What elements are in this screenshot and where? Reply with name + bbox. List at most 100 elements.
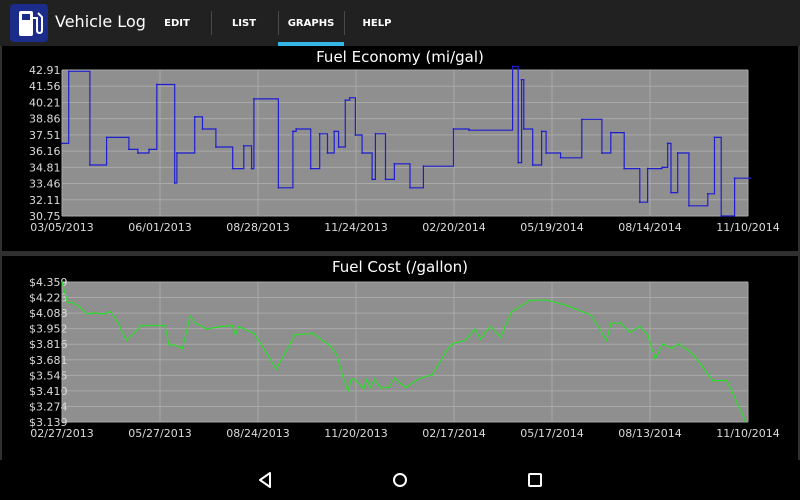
data-point bbox=[638, 325, 641, 328]
data-point bbox=[646, 167, 649, 170]
fuel-pump-icon[interactable] bbox=[10, 4, 48, 42]
data-point bbox=[374, 132, 377, 135]
data-point bbox=[590, 314, 593, 317]
data-point bbox=[720, 215, 723, 217]
data-point bbox=[676, 152, 679, 154]
data-point bbox=[677, 342, 680, 345]
data-point bbox=[66, 301, 69, 304]
app-title: Vehicle Log bbox=[55, 12, 146, 31]
y-tick-label: 37.51 bbox=[29, 129, 61, 142]
data-point bbox=[168, 344, 171, 346]
x-tick-label: 05/19/2014 bbox=[520, 221, 583, 234]
data-point bbox=[344, 99, 347, 102]
data-point bbox=[628, 331, 631, 334]
data-point bbox=[67, 70, 70, 73]
data-point bbox=[237, 325, 240, 328]
data-point bbox=[71, 301, 73, 304]
data-point bbox=[393, 162, 396, 165]
data-point bbox=[189, 315, 192, 318]
data-point bbox=[489, 325, 492, 328]
data-point bbox=[347, 390, 350, 392]
data-point bbox=[275, 368, 278, 370]
x-tick-label: 08/24/2013 bbox=[226, 427, 289, 440]
data-point bbox=[691, 353, 694, 356]
x-tick-label: 08/13/2014 bbox=[618, 427, 681, 440]
data-point bbox=[341, 375, 344, 377]
data-point bbox=[686, 348, 689, 351]
data-point bbox=[336, 354, 338, 357]
data-point bbox=[448, 345, 451, 348]
data-point bbox=[559, 156, 562, 159]
data-point bbox=[384, 178, 387, 181]
data-point bbox=[61, 280, 63, 283]
data-point bbox=[181, 347, 184, 350]
plot-area bbox=[62, 282, 748, 422]
data-point bbox=[109, 310, 112, 313]
data-point bbox=[638, 201, 641, 204]
y-tick-label: $3.545 bbox=[29, 369, 68, 382]
data-point bbox=[733, 177, 736, 180]
x-tick-label: 11/24/2013 bbox=[324, 221, 387, 234]
data-point bbox=[661, 166, 664, 169]
data-point bbox=[700, 364, 703, 367]
y-tick-label: $4.359 bbox=[29, 276, 68, 289]
data-point bbox=[479, 338, 482, 341]
action-bar: Vehicle Log EDIT LIST GRAPHS HELP bbox=[0, 0, 800, 46]
data-point bbox=[252, 98, 255, 100]
data-point bbox=[662, 342, 664, 345]
x-tick-label: 08/28/2013 bbox=[226, 221, 289, 234]
data-point bbox=[379, 386, 382, 389]
data-point bbox=[86, 313, 89, 315]
data-point bbox=[373, 378, 376, 381]
fuel-cost-panel: Fuel Cost (/gallon) $3.139 $3.274 $3.410 $3.… bbox=[2, 256, 798, 460]
data-point bbox=[744, 420, 747, 423]
data-point bbox=[311, 332, 314, 335]
fuel-cost-chart: Fuel Cost (/gallon) $3.139 $3.274 $3.410 $3.… bbox=[29, 258, 780, 440]
tab-graphs[interactable]: GRAPHS bbox=[278, 0, 344, 46]
tab-divider bbox=[278, 11, 279, 35]
data-point bbox=[250, 167, 253, 170]
navigation-bar bbox=[0, 460, 800, 500]
y-tick-label: $3.681 bbox=[29, 354, 68, 367]
data-point bbox=[128, 148, 130, 151]
data-point bbox=[354, 134, 357, 136]
tab-edit-label: EDIT bbox=[164, 17, 190, 29]
data-point bbox=[749, 177, 752, 180]
data-point bbox=[318, 132, 321, 135]
x-tick-label: 11/10/2014 bbox=[716, 221, 779, 234]
tab-help[interactable]: HELP bbox=[344, 0, 410, 46]
data-point bbox=[101, 313, 104, 315]
data-point bbox=[609, 131, 612, 134]
back-icon[interactable] bbox=[253, 468, 277, 492]
data-point bbox=[474, 328, 477, 330]
data-point bbox=[711, 379, 714, 382]
x-tick-label: 11/20/2013 bbox=[324, 427, 387, 440]
data-point bbox=[520, 78, 523, 81]
y-tick-label: 32.11 bbox=[29, 194, 61, 207]
home-icon[interactable] bbox=[388, 468, 412, 492]
data-point bbox=[499, 336, 502, 338]
x-tick-label: 05/17/2014 bbox=[520, 427, 583, 440]
data-point bbox=[105, 136, 108, 139]
data-point bbox=[545, 152, 548, 154]
data-point bbox=[547, 299, 549, 302]
data-point bbox=[666, 142, 669, 145]
y-tick-label: $3.410 bbox=[29, 385, 68, 398]
data-point bbox=[136, 152, 139, 154]
y-tick-label: 30.75 bbox=[29, 210, 61, 223]
data-point bbox=[348, 96, 351, 99]
y-tick-label: 40.21 bbox=[29, 96, 61, 109]
data-point bbox=[88, 164, 91, 166]
recent-apps-icon[interactable] bbox=[523, 468, 547, 492]
plot-area bbox=[62, 70, 748, 216]
data-point bbox=[623, 167, 626, 170]
data-point bbox=[600, 152, 603, 154]
data-point bbox=[234, 333, 237, 336]
data-point bbox=[350, 378, 353, 381]
data-point bbox=[540, 130, 543, 133]
data-point bbox=[173, 182, 176, 184]
tab-edit[interactable]: EDIT bbox=[144, 0, 210, 46]
data-point bbox=[205, 328, 208, 330]
tab-list[interactable]: LIST bbox=[211, 0, 277, 46]
tab-list-label: LIST bbox=[231, 17, 257, 29]
